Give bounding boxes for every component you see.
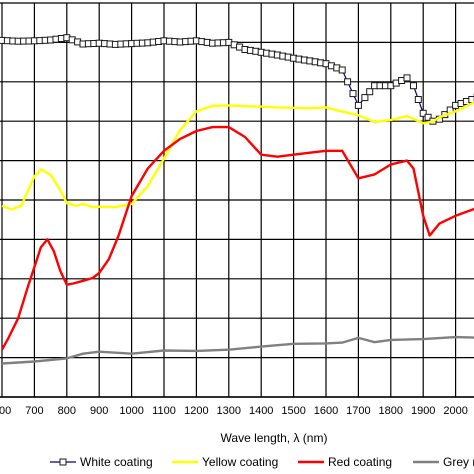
data-point [424, 113, 432, 121]
data-point [349, 90, 357, 98]
series-line-2 [0, 125, 474, 351]
x-tick-label: 1200 [184, 405, 208, 417]
x-tick-label: 1400 [249, 405, 273, 417]
data-point [468, 96, 474, 103]
data-point [344, 78, 352, 86]
x-tick-label: 1000 [119, 405, 143, 417]
data-point [403, 74, 411, 82]
data-point [338, 66, 346, 74]
x-tick-label: 900 [90, 405, 108, 417]
x-tick-label: 1900 [411, 405, 435, 417]
x-tick-label: 1600 [314, 405, 338, 417]
data-point [366, 88, 374, 96]
series-line-1 [1, 101, 474, 211]
data-point [414, 96, 422, 103]
series-line-3 [1, 335, 474, 365]
chart-grid [0, 2, 474, 398]
legend-marker-0 [59, 458, 67, 466]
x-tick-label: 700 [25, 405, 43, 417]
x-tick-label: 600 [0, 405, 11, 417]
x-axis-ticks: 600 700 800 900 1000 1100 1200 1300 1400 1500 1600… [0, 405, 468, 417]
chart-legend: White coating Yellow coating Red coating Gr… [50, 455, 474, 469]
x-tick-label: 2000 [443, 405, 467, 417]
x-tick-label: 800 [58, 405, 76, 417]
chart-series-layer [0, 34, 474, 365]
x-tick-label: 1500 [281, 405, 305, 417]
legend-label-1: Yellow coating [202, 455, 278, 469]
legend-label-2: Red coating [328, 455, 392, 469]
x-axis-title: Wave length, λ (nm) [221, 431, 328, 445]
data-point [419, 109, 427, 117]
x-tick-label: 1700 [346, 405, 370, 417]
x-tick-label: 1800 [379, 405, 403, 417]
data-point [410, 82, 417, 90]
data-point [361, 94, 369, 102]
x-tick-label: 1100 [152, 405, 176, 417]
legend-label-0: White coating [80, 455, 153, 469]
x-tick-label: 1300 [217, 405, 241, 417]
data-point [354, 101, 362, 109]
legend-label-3: Grey metal [443, 455, 474, 469]
